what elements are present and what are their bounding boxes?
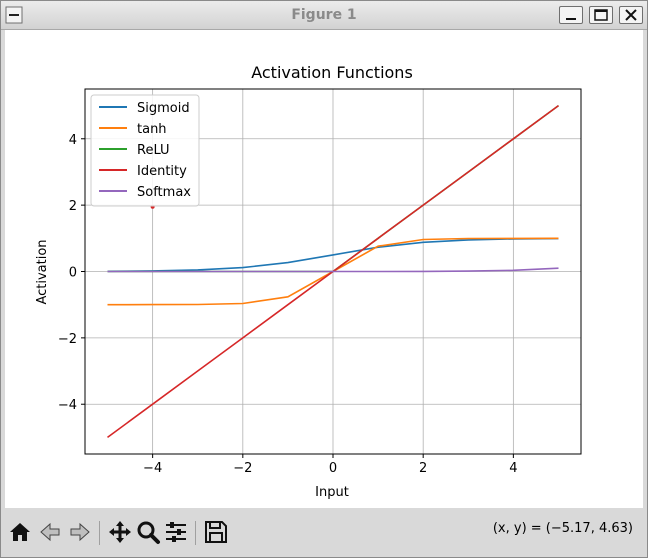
minimize-button[interactable]	[559, 6, 583, 24]
legend: Sigmoid tanh ReLU Identity Softmax	[90, 94, 200, 207]
legend-label: tanh	[137, 122, 167, 137]
home-icon[interactable]	[7, 519, 33, 545]
legend-label: ReLU	[137, 143, 170, 158]
close-button[interactable]	[619, 6, 643, 24]
maximize-button[interactable]	[589, 6, 613, 24]
legend-label: Identity	[137, 164, 187, 179]
save-icon[interactable]	[203, 519, 229, 545]
series-line-softmax	[107, 267, 559, 273]
window-title: Figure 1	[291, 7, 357, 23]
navigation-toolbar: (x, y) = (−5.17, 4.63)	[1, 509, 647, 557]
title-bar[interactable]: Figure 1	[1, 1, 647, 30]
maximize-icon	[594, 9, 608, 21]
x-tick-label: 2	[419, 461, 427, 476]
configure-subplots-icon[interactable]	[163, 519, 189, 545]
x-axis-label: Input	[315, 485, 349, 500]
close-icon	[625, 9, 637, 21]
y-tick-label: −2	[58, 332, 77, 347]
figure-canvas[interactable]: −4 −2 0 2 4 −4 −2 0 2 4 Sigmoid tanh ReLU Identity So…	[5, 30, 643, 508]
y-tick-label: 2	[69, 199, 77, 214]
legend-box	[90, 94, 200, 207]
x-tick-label: −2	[233, 461, 252, 476]
x-tick-label: 4	[509, 461, 517, 476]
pan-icon[interactable]	[107, 519, 133, 545]
cursor-coordinates: (x, y) = (−5.17, 4.63)	[492, 521, 633, 536]
zoom-icon[interactable]	[135, 519, 161, 545]
chart-svg[interactable]: −4 −2 0 2 4 −4 −2 0 2 4 Sigmoid tanh ReLU Identity So…	[5, 30, 643, 508]
forward-icon[interactable]	[67, 519, 93, 545]
axes: −4 −2 0 2 4 −4 −2 0 2 4	[58, 88, 582, 476]
x-tick-label: −4	[143, 461, 162, 476]
toolbar-separator	[99, 521, 100, 545]
x-tick-label: 0	[329, 461, 337, 476]
legend-label: Softmax	[137, 185, 191, 200]
chart-title: Activation Functions	[251, 63, 413, 82]
legend-label: Sigmoid	[137, 101, 190, 116]
series-line-sigmoid	[107, 237, 559, 273]
minimize-icon	[566, 18, 576, 20]
window-menu-icon[interactable]	[5, 6, 23, 24]
toolbar-separator	[195, 521, 196, 545]
y-tick-label: 4	[69, 133, 77, 148]
back-icon[interactable]	[37, 519, 63, 545]
y-tick-label: −4	[58, 398, 77, 413]
y-tick-label: 0	[69, 266, 77, 281]
y-axis-label: Activation	[35, 239, 50, 304]
series-lines	[107, 104, 559, 439]
